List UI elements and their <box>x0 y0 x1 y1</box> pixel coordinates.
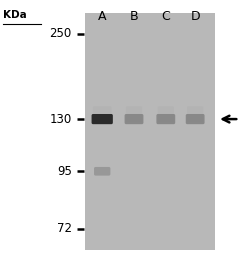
Text: C: C <box>161 10 170 23</box>
Text: A: A <box>98 10 107 23</box>
FancyBboxPatch shape <box>94 167 110 176</box>
Text: 130: 130 <box>49 113 72 126</box>
FancyBboxPatch shape <box>187 106 203 122</box>
FancyBboxPatch shape <box>158 106 174 122</box>
FancyBboxPatch shape <box>124 114 143 124</box>
Text: 72: 72 <box>57 222 72 235</box>
Text: B: B <box>130 10 138 23</box>
Text: 250: 250 <box>49 27 72 40</box>
Text: KDa: KDa <box>3 10 27 20</box>
FancyBboxPatch shape <box>186 114 205 124</box>
FancyBboxPatch shape <box>92 114 113 124</box>
FancyBboxPatch shape <box>93 106 111 122</box>
Text: 95: 95 <box>57 165 72 178</box>
Text: D: D <box>190 10 200 23</box>
Bar <box>85 13 215 250</box>
FancyBboxPatch shape <box>156 114 175 124</box>
FancyBboxPatch shape <box>126 106 142 122</box>
